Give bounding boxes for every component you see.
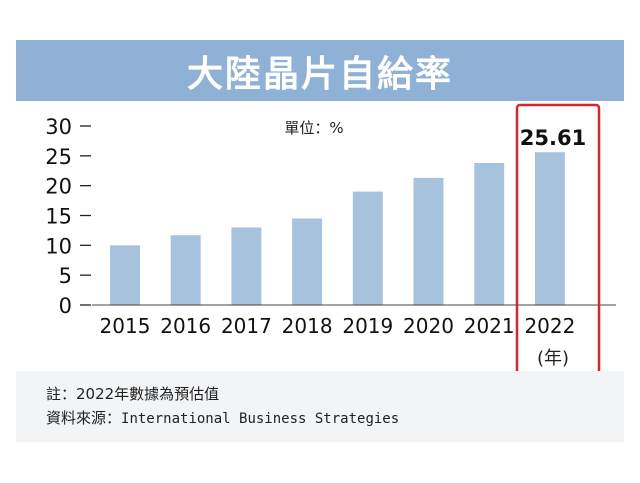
y-tick-label: 20 — [45, 175, 72, 199]
bar-2019 — [352, 191, 383, 305]
bars — [110, 152, 565, 305]
x-tick-label: 2020 — [403, 314, 454, 338]
footnotes: 註：2022年數據為預估值 資料來源：International Busines… — [46, 382, 399, 431]
y-tick-label: 15 — [45, 205, 72, 229]
bar-2018 — [292, 218, 323, 305]
chart-card: 大陸晶片自給率 0 5 10 15 20 25 30 2015 2016 2017 2018 201… — [16, 40, 624, 442]
highlight-value-label: 25.61 — [520, 126, 586, 150]
bar-2020 — [413, 177, 444, 305]
bar-chart: 0 5 10 15 20 25 30 2015 2016 2017 2018 2019 2020 202… — [45, 103, 616, 371]
x-tick-label: 2015 — [100, 314, 151, 338]
plot-area: 0 5 10 15 20 25 30 2015 2016 2017 2018 2019 2020 202… — [16, 101, 624, 371]
note-estimate: 註：2022年數據為預估值 — [46, 385, 220, 403]
source-prefix: 資料來源： — [46, 409, 122, 427]
y-tick-label: 30 — [45, 115, 72, 139]
x-tick-label: 2017 — [221, 314, 272, 338]
bar-2021 — [474, 162, 505, 305]
bar-2016 — [170, 235, 201, 305]
x-tick-label: 2021 — [464, 314, 515, 338]
x-tick-label: 2022 — [524, 314, 575, 338]
x-tick-label: 2018 — [282, 314, 333, 338]
title-bar: 大陸晶片自給率 — [16, 40, 624, 101]
y-tick-label: 25 — [45, 145, 72, 169]
y-tick-label: 10 — [45, 234, 72, 258]
x-tick-label: 2019 — [342, 314, 393, 338]
chart-title: 大陸晶片自給率 — [186, 53, 453, 95]
bar-2017 — [231, 227, 262, 305]
bar-2015 — [110, 245, 140, 305]
highlight-box — [515, 103, 601, 371]
unit-label: 單位：% — [284, 119, 343, 137]
y-axis: 0 5 10 15 20 25 30 — [45, 115, 91, 318]
y-tick-label: 5 — [59, 264, 72, 288]
source-name: International Business Strategies — [121, 411, 400, 427]
x-axis: 2015 2016 2017 2018 2019 2020 2021 2022 — [92, 304, 616, 338]
x-tick-label: 2016 — [160, 314, 211, 338]
y-tick-label: 0 — [59, 294, 72, 318]
bar-2022 — [534, 152, 565, 305]
note-source: 資料來源：International Business Strategies — [46, 406, 399, 431]
year-unit-label: (年) — [537, 348, 569, 369]
